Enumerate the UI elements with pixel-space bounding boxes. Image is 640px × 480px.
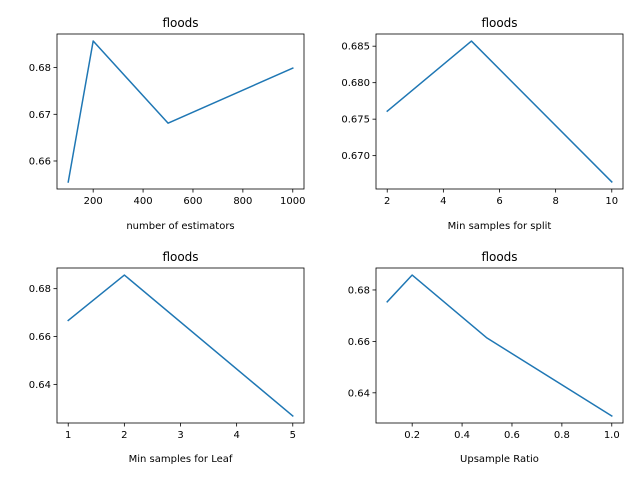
x-tick-label: 10 [605, 196, 618, 207]
x-tick-label: 200 [84, 196, 103, 207]
x-tick-label: 0.6 [504, 430, 520, 441]
x-tick-label: 0.8 [554, 430, 570, 441]
x-tick-label: 4 [233, 430, 239, 441]
y-tick-label: 0.670 [341, 151, 370, 162]
x-tick-label: 3 [177, 430, 183, 441]
subplot-title: floods [162, 250, 198, 264]
series-line [386, 40, 613, 183]
y-tick-label: 0.685 [341, 42, 370, 53]
axes-frame [56, 33, 305, 190]
y-tick-label: 0.66 [29, 156, 51, 167]
subplot-title: floods [162, 16, 198, 30]
x-tick-label: 0.4 [454, 430, 470, 441]
x-tick-label: 1000 [280, 196, 305, 207]
series-line [386, 274, 613, 417]
x-tick-label: 5 [290, 430, 296, 441]
x-tick-label: 0.2 [404, 430, 420, 441]
x-tick-label: 2 [384, 196, 390, 207]
y-tick-label: 0.67 [29, 110, 51, 121]
subplot-title: floods [481, 250, 517, 264]
x-tick-label: 1 [65, 430, 71, 441]
x-tick-label: 800 [233, 196, 252, 207]
x-tick-label: 400 [134, 196, 153, 207]
x-tick-label: 4 [440, 196, 446, 207]
x-tick-label: 600 [183, 196, 202, 207]
x-tick-label: 6 [496, 196, 502, 207]
y-ticks: 0.64 0.66 0.68 [29, 284, 57, 391]
series-line [67, 40, 294, 183]
y-tick-label: 0.66 [348, 337, 370, 348]
y-tick-label: 0.68 [348, 285, 370, 296]
x-axis-label: number of estimators [126, 221, 234, 232]
subplot-estimators: floods 200 400 600 800 1000 0.66 0.67 0.68 num… [29, 16, 306, 232]
y-tick-label: 0.68 [29, 63, 51, 74]
y-tick-label: 0.66 [29, 332, 51, 343]
x-ticks: 0.2 0.4 0.6 0.8 1.0 [404, 423, 620, 441]
x-ticks: 2 4 6 8 10 [384, 189, 618, 207]
x-axis-label: Upsample Ratio [460, 454, 539, 465]
x-ticks: 200 400 600 800 1000 [84, 189, 305, 207]
subplot-min-samples-leaf: floods 1 2 3 4 5 0.64 0.66 0.68 Min samples fo… [29, 250, 305, 465]
x-axis-label: Min samples for split [448, 221, 552, 232]
y-ticks: 0.66 0.67 0.68 [29, 63, 57, 167]
x-tick-label: 8 [552, 196, 558, 207]
y-ticks: 0.64 0.66 0.68 [348, 285, 376, 399]
y-tick-label: 0.680 [341, 78, 370, 89]
y-ticks: 0.670 0.675 0.680 0.685 [341, 42, 376, 162]
x-ticks: 1 2 3 4 5 [65, 423, 296, 441]
y-tick-label: 0.68 [29, 284, 51, 295]
series-line [67, 274, 294, 418]
y-tick-label: 0.64 [29, 380, 51, 391]
x-axis-label: Min samples for Leaf [129, 454, 233, 465]
y-tick-label: 0.64 [348, 388, 370, 399]
axes-frame [375, 267, 624, 424]
y-tick-label: 0.675 [341, 115, 370, 126]
x-tick-label: 2 [121, 430, 127, 441]
subplot-min-samples-split: floods 2 4 6 8 10 0.670 0.675 0.680 0.685 Min s… [341, 16, 624, 232]
subplot-upsample-ratio: floods 0.2 0.4 0.6 0.8 1.0 0.64 0.66 0.68 Upsa… [348, 250, 624, 465]
subplot-title: floods [481, 16, 517, 30]
x-tick-label: 1.0 [604, 430, 620, 441]
